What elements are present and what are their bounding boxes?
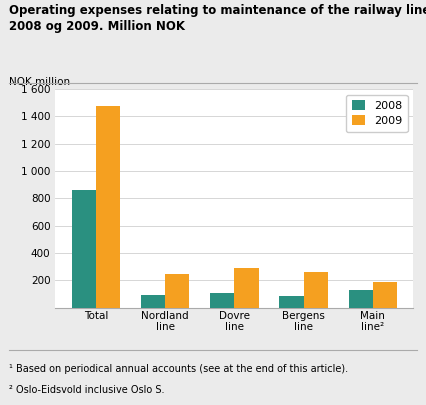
Bar (210, 294, 234, 308)
Text: Operating expenses relating to maintenance of the railway line¹.
2008 og 2009. M: Operating expenses relating to maintenan… (9, 4, 426, 33)
Bar (165, 274, 189, 308)
Text: ¹ Based on periodical annual accounts (see at the end of this article).: ¹ Based on periodical annual accounts (s… (9, 364, 348, 375)
Bar (373, 282, 397, 308)
Text: ² Oslo-Eidsvold inclusive Oslo S.: ² Oslo-Eidsvold inclusive Oslo S. (9, 385, 164, 395)
Bar (96, 105, 120, 308)
Bar (234, 268, 259, 308)
Bar (303, 272, 328, 308)
Text: NOK million: NOK million (9, 77, 70, 87)
Bar (279, 296, 303, 308)
Legend: 2008, 2009: 2008, 2009 (346, 95, 408, 132)
Bar (72, 190, 96, 308)
Bar (141, 296, 165, 308)
Bar (348, 290, 373, 308)
